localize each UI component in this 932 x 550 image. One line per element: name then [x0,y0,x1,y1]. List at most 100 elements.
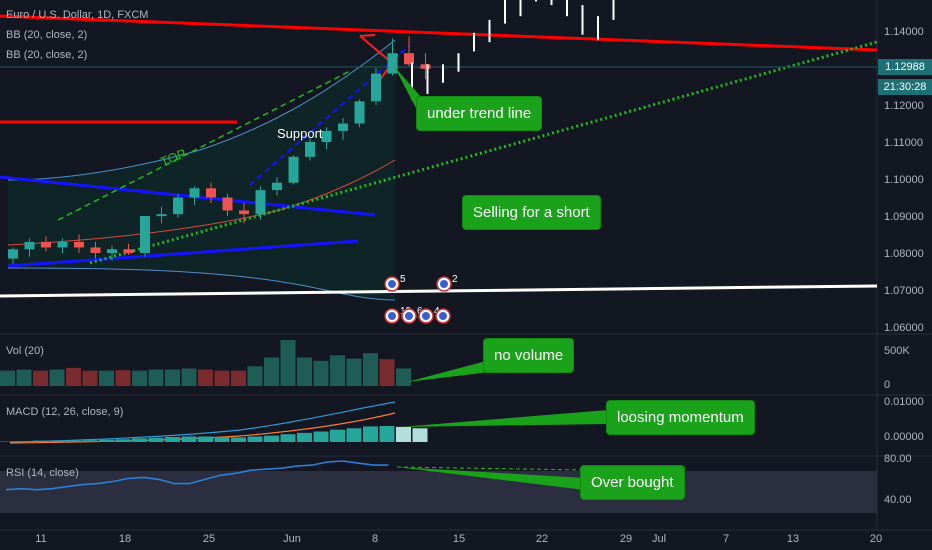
candle-body [189,188,200,198]
indicator-tick-label: 500K [884,345,910,357]
macd-histogram-bar [165,436,180,442]
candle-body [321,130,332,142]
event-badge-count: 2 [452,274,458,285]
blue-dashed-channel [249,44,411,186]
macd-histogram-bar [297,432,312,442]
volume-bar [181,368,197,386]
time-tick-label: 13 [787,533,799,545]
time-tick-label: 25 [203,533,215,545]
volume-pane-label[interactable]: Vol (20) [6,345,44,357]
price-tick-label: 1.06000 [884,322,924,334]
chart-title: Euro / U.S. Dollar, 1D, FXCM [6,9,149,21]
candle-body [57,241,68,248]
blue-trendline-upper [0,175,376,217]
overbought-arrow [397,467,585,490]
macd-histogram-bar [280,434,296,442]
volume-bar [198,369,213,386]
macd-histogram-bar [396,426,411,442]
macd-line [9,401,396,443]
candle-body [305,142,315,157]
time-tick-label: 20 [870,533,882,545]
white-support-line [0,284,878,298]
macd-histogram-bar [313,431,329,442]
indicator-tick-label: 0.00000 [884,431,924,443]
macd-histogram-bar [82,440,98,442]
volume-bar [313,360,329,386]
volume-bar [148,369,164,386]
candle-body [8,249,18,259]
macd-histogram-bar [181,436,197,442]
macd-layer [0,401,428,444]
macd-pane-label[interactable]: MACD (12, 26, close, 9) [6,406,124,418]
candle-body [338,123,348,131]
price-tick-label: 1.12000 [884,100,924,112]
overbought-dashed-line [396,466,586,471]
price-tick-label: 1.08000 [884,248,924,260]
current-price-tag: 1.12988 [878,59,932,75]
volume-bar [16,369,32,386]
time-tick-label: 15 [453,533,465,545]
time-tick-label: 8 [372,533,378,545]
volume-bar [99,370,114,386]
candle-body [123,249,134,253]
macd-histogram-bar [214,436,230,442]
bb-indicator-label-1[interactable]: BB (20, close, 2) [6,29,88,41]
event-flag-icon [388,312,396,320]
event-flag-icon [439,312,447,320]
selling-short-note: Selling for a short [462,195,601,230]
volume-bar [33,370,48,386]
macd-histogram-bar [198,436,213,442]
event-flag-icon [440,280,448,288]
volume-bar [363,353,378,386]
volume-bar [214,370,230,386]
time-tick-label: 11 [35,533,46,545]
volume-bar [379,359,395,386]
bollinger-fill [8,40,395,300]
time-tick-label: 22 [536,533,548,545]
volume-bar [132,370,147,386]
macd-histogram-bar [379,426,395,442]
event-badge-count: 5 [400,274,406,285]
volume-bar [396,368,411,386]
event-flag-icon [422,312,430,320]
bollinger-upper [7,39,396,181]
candle-body [74,241,84,248]
macd-histogram-bar [412,428,428,442]
losing-momentum-note: loosing momentum [606,400,755,435]
indicator-tick-label: 80.00 [884,453,912,465]
time-tick-label: 18 [119,533,131,545]
price-tick-label: 1.10000 [884,174,924,186]
macd-histogram-bar [115,439,131,442]
over-bought-note: Over bought [580,465,685,500]
macd-histogram-bar [231,437,246,442]
candle-body [420,64,431,69]
candle-body [206,188,216,198]
time-tick-label: Jun [283,533,301,545]
macd-histogram-bar [346,428,362,442]
green-dashed-top [57,69,353,221]
volume-bar [49,369,65,386]
candle-body [90,247,101,253]
volume-bar [0,370,15,386]
macd-histogram-bar [264,435,279,442]
time-axis-ticks: 11 18 25 Jun 8 15 22 29 Jul 7 13 20 [35,533,882,545]
indicator-tick-label: 0.01000 [884,396,924,408]
candle-body [173,197,183,215]
candle-body [140,216,150,253]
time-tick-label: Jul [652,533,666,545]
macd-histogram-bar [363,426,378,442]
bar-countdown-tag: 21:30:28 [878,79,932,95]
event-flag-icon [388,280,396,288]
indicator-tick-label: 0 [884,379,890,391]
volume-bar [115,370,131,386]
candle-body [239,210,249,215]
candle-body [41,241,51,248]
bb-indicator-label-2[interactable]: BB (20, close, 2) [6,49,88,61]
rsi-pane-label[interactable]: RSI (14, close) [6,467,79,479]
candle-body [156,214,167,217]
red-trendline-upper [0,14,878,52]
macd-histogram-bar [330,429,345,442]
bollinger-lower [7,267,396,301]
